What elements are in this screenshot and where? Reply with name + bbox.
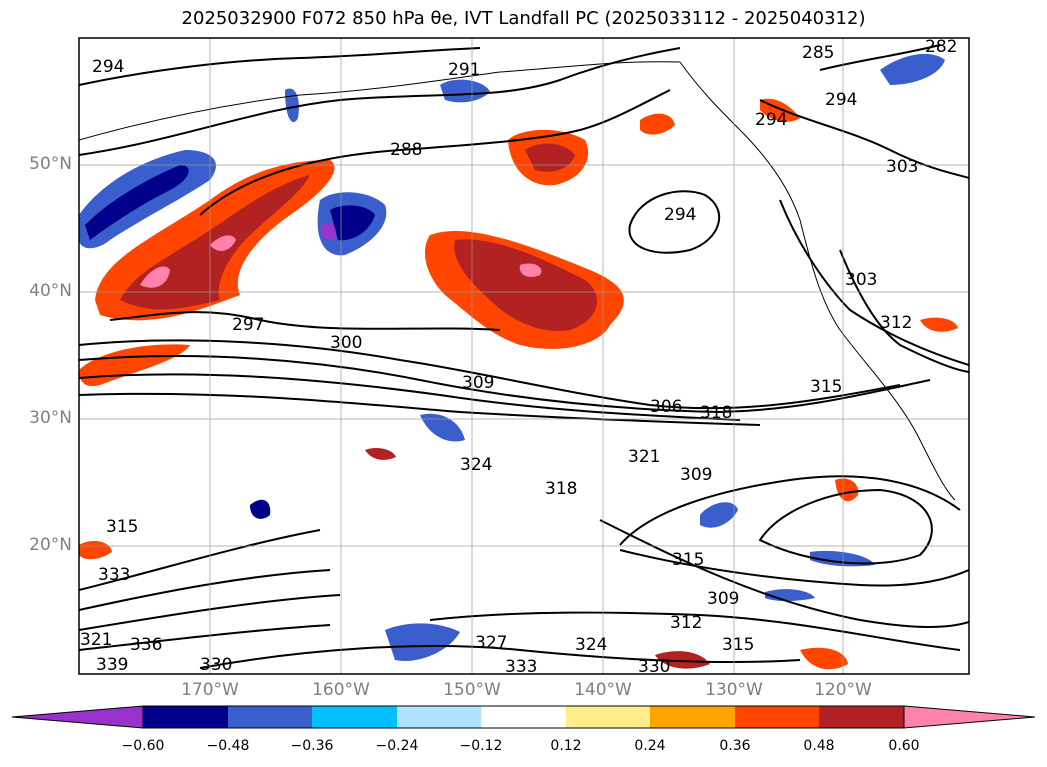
map-title: 2025032900 F072 850 hPa θe, IVT Landfall… — [181, 8, 866, 29]
colorbar-tick: −0.24 — [375, 738, 419, 754]
contour-label: 318 — [700, 403, 732, 423]
lat-label-50n: 50°N — [29, 154, 72, 174]
colorbar-segment — [397, 706, 481, 728]
contour-label: 303 — [886, 157, 918, 177]
colorbar-tick: 0.60 — [888, 738, 920, 754]
contour-label: 330 — [200, 655, 232, 675]
contour-label: 315 — [722, 635, 754, 655]
colorbar-extend-low — [11, 705, 144, 729]
contour-label: 333 — [98, 565, 130, 585]
positive-anomaly-central — [425, 129, 624, 349]
colorbar-segment — [735, 706, 819, 728]
contour-label: 282 — [925, 37, 957, 57]
lat-label-40n: 40°N — [29, 281, 72, 301]
lon-label-160w: 160°W — [312, 680, 370, 700]
colorbar-segment — [143, 706, 228, 728]
colorbar-segment — [228, 706, 312, 728]
contour-label: 312 — [670, 613, 702, 633]
contour-label: 309 — [707, 589, 739, 609]
lat-label-30n: 30°N — [29, 408, 72, 428]
colorbar-segment — [566, 706, 650, 728]
colorbar-extend-high — [903, 705, 1036, 729]
coastlines — [79, 61, 956, 501]
colorbar-tick: −0.60 — [121, 738, 165, 754]
contour-label: 315 — [810, 377, 842, 397]
contour-label: 285 — [802, 43, 834, 63]
contour-label: 318 — [545, 479, 577, 499]
contour-label: 333 — [505, 657, 537, 677]
colorbar-tick: −0.36 — [290, 738, 334, 754]
contour-label: 306 — [650, 397, 682, 417]
contour-label: 315 — [106, 517, 138, 537]
contour-label: 300 — [330, 333, 362, 353]
lon-label-150w: 150°W — [443, 680, 501, 700]
contour-label: 297 — [232, 315, 264, 335]
colorbar-tick: 0.36 — [719, 738, 751, 754]
contour-label: 321 — [80, 630, 112, 650]
lat-label-20n: 20°N — [29, 535, 72, 555]
colorbar-tick: 0.24 — [634, 738, 666, 754]
colorbar-segment — [312, 706, 397, 728]
colorbar — [11, 705, 1036, 729]
contour-label: 291 — [448, 60, 480, 80]
gridlines — [79, 38, 969, 674]
colorbar-segment — [481, 706, 566, 728]
lon-label-130w: 130°W — [705, 680, 763, 700]
contour-label: 303 — [845, 270, 877, 290]
contour-labels: 294 291 288 297 300 309 306 318 324 321 … — [80, 37, 957, 677]
contour-label: 294 — [755, 110, 787, 130]
contour-label: 321 — [628, 447, 660, 467]
contour-label: 312 — [880, 313, 912, 333]
contour-label: 309 — [680, 465, 712, 485]
contour-label: 315 — [672, 550, 704, 570]
contour-label: 294 — [664, 205, 696, 225]
lon-label-120w: 120°W — [814, 680, 872, 700]
contour-label: 288 — [390, 140, 422, 160]
contour-label: 336 — [130, 635, 162, 655]
colorbar-tick: 0.48 — [803, 738, 835, 754]
contour-label: 324 — [460, 455, 492, 475]
theta-e-contours — [79, 44, 969, 669]
contour-label: 294 — [825, 90, 857, 110]
colorbar-tick: −0.48 — [206, 738, 250, 754]
lon-label-140w: 140°W — [574, 680, 632, 700]
colorbar-segment — [650, 706, 735, 728]
contour-label: 324 — [575, 635, 607, 655]
contour-label: 339 — [96, 655, 128, 675]
lon-label-170w: 170°W — [181, 680, 239, 700]
contour-label: 309 — [462, 373, 494, 393]
colorbar-tick: 0.12 — [550, 738, 582, 754]
colorbar-tick: −0.12 — [459, 738, 503, 754]
contour-label: 294 — [92, 57, 124, 77]
positive-anomaly-west — [95, 160, 335, 321]
contour-label: 330 — [638, 657, 670, 677]
contour-label: 327 — [475, 633, 507, 653]
map-frame — [78, 37, 970, 675]
colorbar-segment — [819, 706, 904, 728]
